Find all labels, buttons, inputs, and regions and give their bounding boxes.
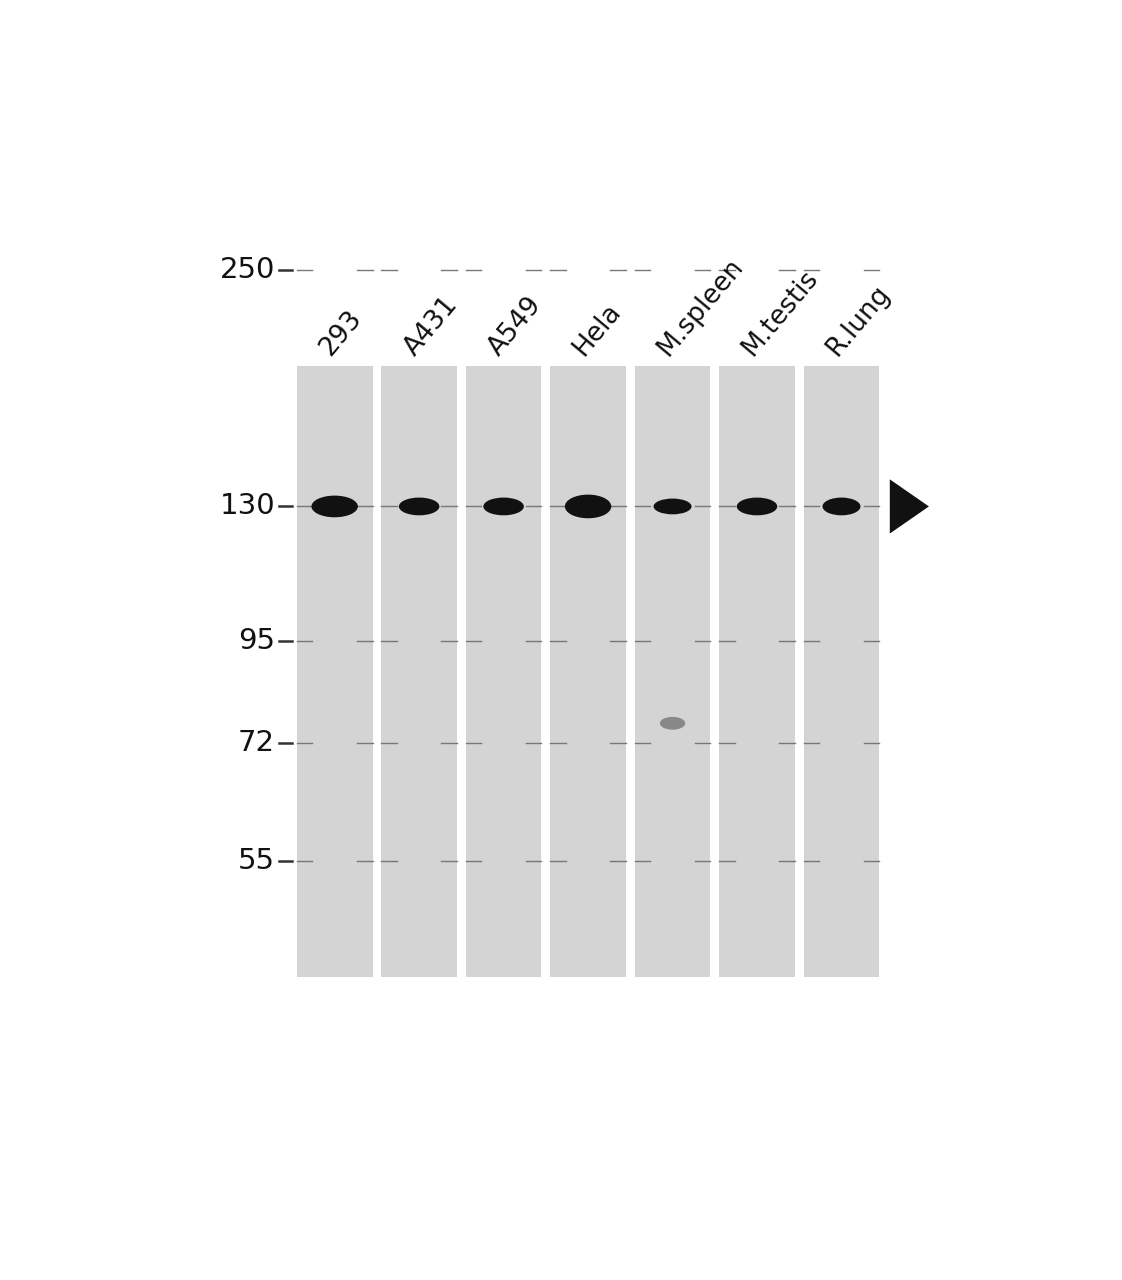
Ellipse shape: [822, 498, 861, 516]
Ellipse shape: [660, 717, 686, 730]
Bar: [719, 366, 794, 977]
Bar: [296, 366, 373, 977]
Ellipse shape: [398, 498, 440, 516]
Text: 55: 55: [238, 847, 275, 876]
Text: 293: 293: [315, 306, 367, 361]
Text: Hela: Hela: [568, 298, 626, 361]
Bar: [550, 366, 626, 977]
Polygon shape: [890, 479, 929, 534]
Text: 250: 250: [220, 256, 275, 284]
Bar: [803, 366, 880, 977]
Bar: [466, 366, 542, 977]
Text: 72: 72: [238, 730, 275, 756]
Text: M.spleen: M.spleen: [653, 253, 748, 361]
Ellipse shape: [653, 498, 691, 515]
Text: M.testis: M.testis: [737, 265, 824, 361]
Bar: [635, 366, 710, 977]
Text: R.lung: R.lung: [821, 280, 895, 361]
Ellipse shape: [484, 498, 524, 516]
Text: A549: A549: [484, 292, 548, 361]
Text: 95: 95: [238, 627, 275, 655]
Text: A431: A431: [399, 292, 463, 361]
Ellipse shape: [737, 498, 778, 516]
Ellipse shape: [564, 494, 611, 518]
Bar: [381, 366, 457, 977]
Text: 130: 130: [220, 493, 275, 521]
Ellipse shape: [312, 495, 358, 517]
